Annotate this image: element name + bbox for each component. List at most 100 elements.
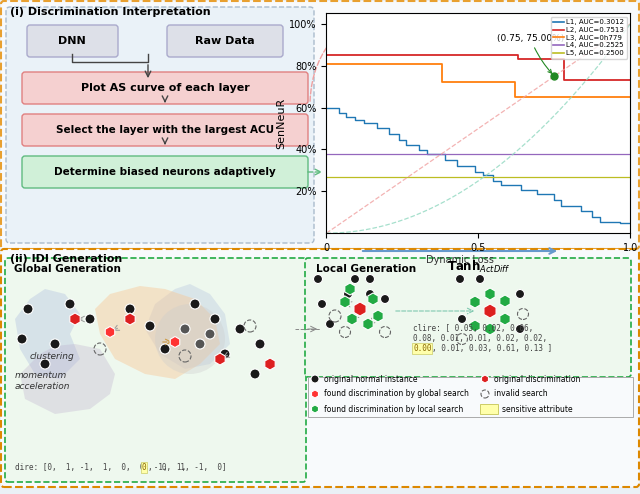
Circle shape [365, 275, 374, 284]
Polygon shape [354, 302, 366, 316]
Circle shape [195, 339, 205, 349]
Circle shape [235, 324, 245, 334]
Circle shape [205, 329, 215, 339]
Polygon shape [484, 304, 496, 318]
Polygon shape [170, 336, 180, 347]
Y-axis label: SenNeuR: SenNeuR [276, 98, 287, 149]
Text: Plot AS curve of each layer: Plot AS curve of each layer [81, 83, 250, 93]
FancyBboxPatch shape [6, 7, 314, 243]
Text: invalid search: invalid search [494, 389, 548, 399]
Circle shape [344, 289, 353, 298]
Circle shape [23, 304, 33, 314]
Circle shape [65, 299, 75, 309]
Polygon shape [312, 405, 319, 413]
PathPatch shape [145, 284, 230, 369]
Text: Raw Data: Raw Data [195, 36, 255, 46]
Circle shape [250, 369, 260, 379]
Circle shape [40, 359, 50, 369]
Circle shape [145, 321, 155, 331]
Circle shape [210, 314, 220, 324]
FancyBboxPatch shape [1, 1, 639, 249]
Text: original discrimination: original discrimination [494, 374, 580, 383]
Text: Global Generation: Global Generation [14, 264, 121, 274]
Text: (i) Discrimination Interpretation: (i) Discrimination Interpretation [10, 7, 211, 17]
Polygon shape [481, 375, 488, 383]
Polygon shape [373, 310, 383, 322]
Circle shape [351, 275, 360, 284]
Circle shape [326, 320, 335, 329]
Polygon shape [500, 313, 510, 325]
Text: found discrimination by global search: found discrimination by global search [324, 389, 469, 399]
FancyBboxPatch shape [27, 25, 118, 57]
Text: dire: [0,  1, -1,  1,  0,  0, -1,  1,: dire: [0, 1, -1, 1, 0, 0, -1, 1, [15, 463, 195, 472]
Polygon shape [368, 293, 378, 305]
PathPatch shape [95, 286, 220, 379]
X-axis label: $\mathbf{Tanh}$$_{\mathit{ActDiff}}$: $\mathbf{Tanh}$$_{\mathit{ActDiff}}$ [447, 258, 510, 275]
Polygon shape [70, 313, 80, 325]
Polygon shape [340, 296, 350, 308]
Text: 0: 0 [142, 463, 147, 472]
Text: clustering: clustering [30, 352, 75, 361]
FancyBboxPatch shape [480, 404, 498, 414]
Polygon shape [500, 295, 510, 307]
Circle shape [17, 334, 27, 344]
Circle shape [476, 275, 484, 284]
Text: momentum
acceleration: momentum acceleration [15, 371, 70, 391]
Text: ,  0,  1, -1,  0]: , 0, 1, -1, 0] [148, 463, 227, 472]
FancyBboxPatch shape [305, 258, 631, 377]
Polygon shape [347, 313, 357, 325]
Circle shape [220, 349, 230, 359]
Text: original normal instance: original normal instance [324, 374, 417, 383]
FancyBboxPatch shape [167, 25, 283, 57]
Polygon shape [363, 318, 373, 330]
Polygon shape [312, 390, 319, 398]
FancyBboxPatch shape [1, 249, 639, 487]
Polygon shape [105, 327, 115, 337]
Circle shape [125, 304, 135, 314]
Polygon shape [470, 296, 480, 308]
Text: Dynamic Loss: Dynamic Loss [426, 255, 494, 265]
Text: 0.00: 0.00 [413, 344, 431, 353]
FancyBboxPatch shape [22, 72, 308, 104]
Circle shape [314, 275, 323, 284]
Text: sensitive attribute: sensitive attribute [502, 405, 573, 413]
Text: found discrimination by local search: found discrimination by local search [324, 405, 463, 413]
PathPatch shape [20, 344, 115, 414]
Text: DNN: DNN [58, 36, 86, 46]
Circle shape [317, 299, 326, 308]
Polygon shape [485, 288, 495, 300]
Circle shape [255, 339, 265, 349]
Text: Local Generation: Local Generation [316, 264, 416, 274]
Legend: L1, AUC=0.3012, L2, AUC=0.7513, L3, AUC=0h779, L4, AUC=0.2525, L5, AUC=0.2500: L1, AUC=0.3012, L2, AUC=0.7513, L3, AUC=… [551, 17, 627, 59]
Circle shape [50, 339, 60, 349]
Polygon shape [125, 313, 135, 325]
Text: (0.75, 75.00%): (0.75, 75.00%) [497, 34, 564, 73]
Text: clire: [ 0.05, 0.02, 0.06,: clire: [ 0.05, 0.02, 0.06, [413, 324, 533, 333]
Polygon shape [345, 283, 355, 295]
FancyBboxPatch shape [22, 156, 308, 188]
Polygon shape [215, 353, 225, 365]
PathPatch shape [15, 289, 80, 379]
Text: 0.08, 0.01, 0.01, 0.02, 0.02,: 0.08, 0.01, 0.01, 0.02, 0.02, [413, 334, 547, 343]
FancyBboxPatch shape [5, 258, 306, 482]
Text: Determine biased neurons adaptively: Determine biased neurons adaptively [54, 167, 276, 177]
FancyBboxPatch shape [22, 114, 308, 146]
Circle shape [190, 299, 200, 309]
Circle shape [458, 315, 467, 324]
Circle shape [365, 289, 374, 298]
Circle shape [381, 294, 390, 303]
Circle shape [180, 324, 190, 334]
Circle shape [515, 325, 525, 333]
Polygon shape [265, 358, 275, 370]
Polygon shape [470, 320, 480, 332]
Circle shape [311, 375, 319, 383]
Circle shape [155, 304, 225, 374]
Text: (ii) IDI Generation: (ii) IDI Generation [10, 254, 122, 264]
Polygon shape [485, 323, 495, 335]
Circle shape [456, 275, 465, 284]
Circle shape [515, 289, 525, 298]
Text: , 0.01, 0.03, 0.61, 0.13 ]: , 0.01, 0.03, 0.61, 0.13 ] [432, 344, 552, 353]
Circle shape [85, 314, 95, 324]
Circle shape [160, 344, 170, 354]
Text: Select the layer with the largest ACU: Select the layer with the largest ACU [56, 125, 274, 135]
